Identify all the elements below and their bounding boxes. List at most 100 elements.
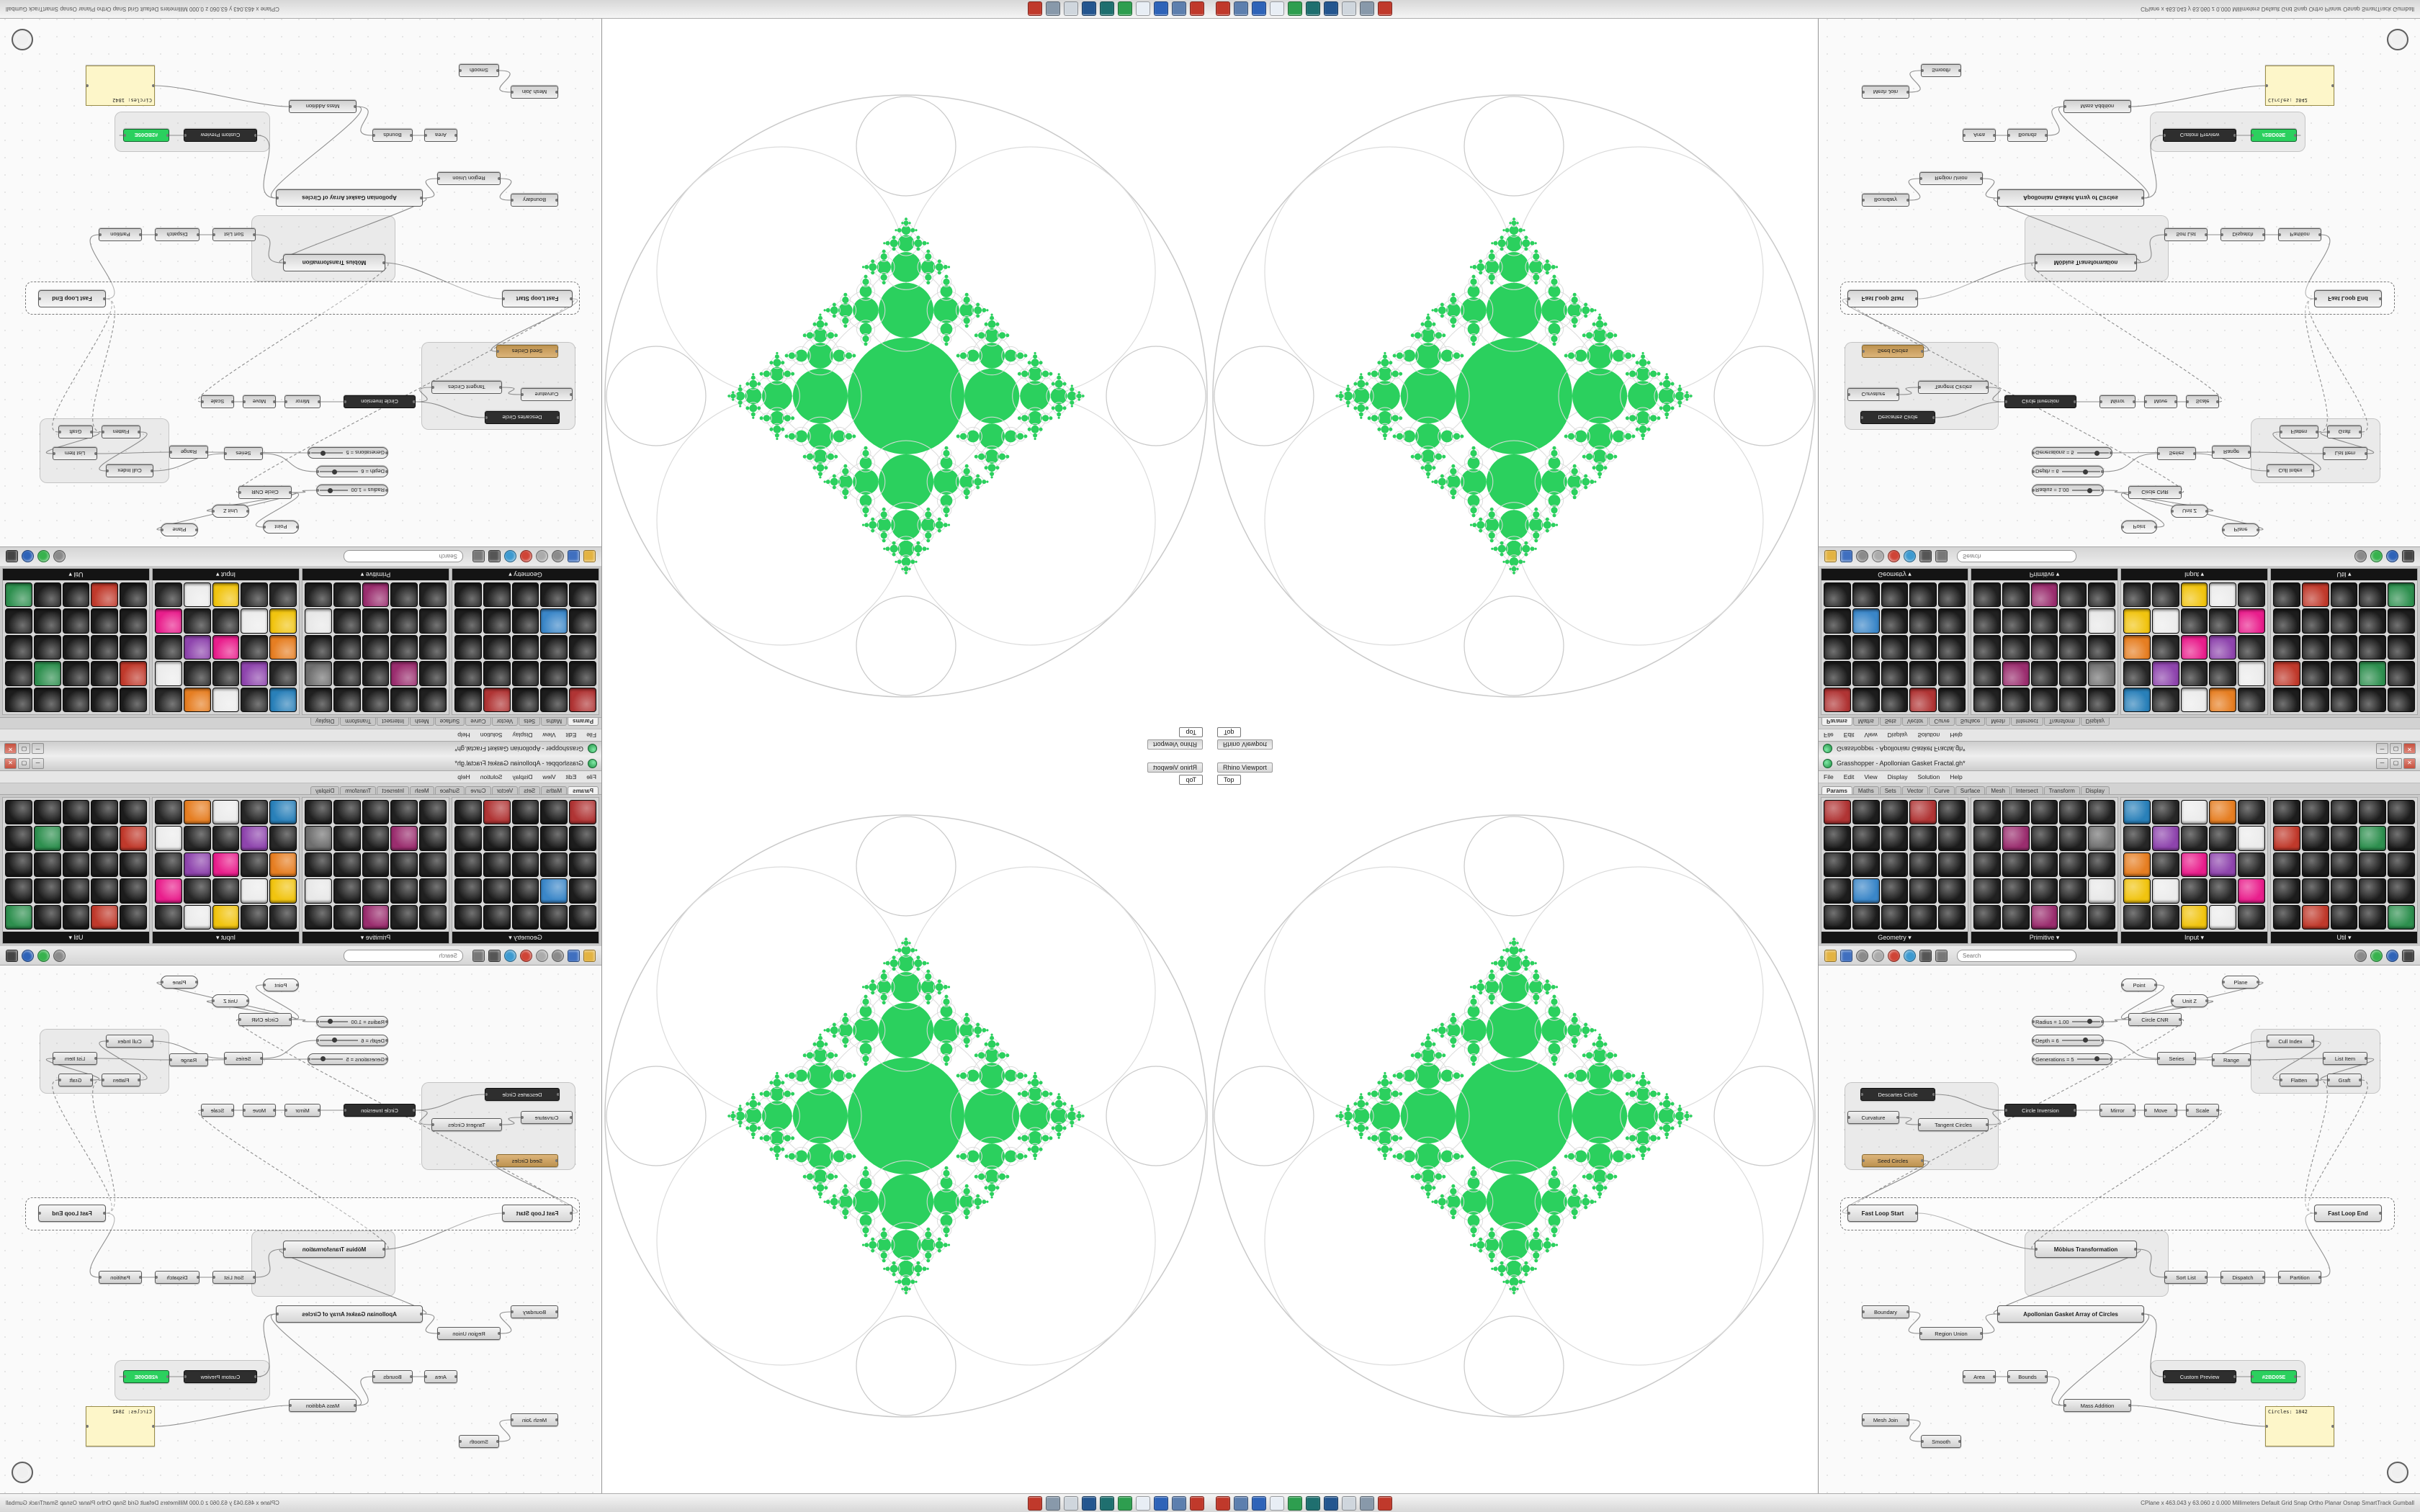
palette-component-icon[interactable] <box>2088 800 2115 825</box>
globe-icon[interactable] <box>504 550 516 563</box>
tab-maths[interactable]: Maths <box>1852 786 1879 794</box>
gh-node-apollonian-gasket-array-of-circles[interactable]: Apollonian Gasket Array of Circles <box>276 189 423 207</box>
palette-component-icon[interactable] <box>333 582 361 608</box>
gh-node-scale[interactable]: Scale <box>2186 395 2219 408</box>
palette-component-icon[interactable] <box>2301 852 2329 878</box>
palette-component-icon[interactable] <box>183 852 211 878</box>
palette-component-icon[interactable] <box>511 878 539 904</box>
palette-component-icon[interactable] <box>419 800 447 825</box>
gh-node-mesh-join[interactable]: Mesh Join <box>1862 1413 1909 1426</box>
palette-component-icon[interactable] <box>305 852 332 878</box>
palette-component-icon[interactable] <box>2209 582 2237 608</box>
palette-component-icon[interactable] <box>1973 852 2001 878</box>
palette-component-icon[interactable] <box>2002 661 2030 686</box>
palette-component-icon[interactable] <box>33 661 61 686</box>
palette-component-icon[interactable] <box>569 904 596 930</box>
zoom-window-icon[interactable] <box>1872 949 1884 962</box>
palette-component-icon[interactable] <box>2059 582 2087 608</box>
palette-component-icon[interactable] <box>2059 661 2087 686</box>
palette-component-icon[interactable] <box>1909 852 1937 878</box>
palette-component-icon[interactable] <box>540 582 568 608</box>
gh-node-m-bius-transformation[interactable]: Möbius Transformation <box>283 1241 385 1258</box>
menu-item-solution[interactable]: Solution <box>480 773 503 780</box>
menu-item-help[interactable]: Help <box>457 773 470 780</box>
palette-component-icon[interactable] <box>2002 608 2030 634</box>
gh-node-dispatch[interactable]: Dispatch <box>155 1271 200 1284</box>
menu-item-solution[interactable]: Solution <box>1917 732 1940 739</box>
palette-component-icon[interactable] <box>2238 661 2265 686</box>
gh-node-tangent-circles[interactable]: Tangent Circles <box>1918 381 1989 394</box>
palette-component-icon[interactable] <box>540 800 568 825</box>
palette-component-icon[interactable] <box>1824 608 1851 634</box>
slider-grip[interactable] <box>321 451 326 456</box>
palette-component-icon[interactable] <box>305 687 332 712</box>
close-red-icon[interactable] <box>1216 1495 1230 1511</box>
gh-node-apollonian-gasket-array-of-circles[interactable]: Apollonian Gasket Array of Circles <box>1997 189 2144 207</box>
palette-component-icon[interactable] <box>362 687 390 712</box>
gh-node-cull-index[interactable]: Cull Index <box>2267 464 2314 477</box>
palette-component-icon[interactable] <box>5 634 32 660</box>
gh-node-area[interactable]: Area <box>424 129 457 142</box>
palette-component-icon[interactable] <box>2273 608 2300 634</box>
palette-component-icon[interactable] <box>2059 634 2087 660</box>
palette-component-icon[interactable] <box>569 634 596 660</box>
palette-component-icon[interactable] <box>454 634 482 660</box>
preview-wire-icon[interactable] <box>2354 949 2367 962</box>
node-group-dashed[interactable] <box>25 282 580 315</box>
palette-component-icon[interactable] <box>1938 661 1966 686</box>
palette-component-icon[interactable] <box>454 878 482 904</box>
palette-component-icon[interactable] <box>511 634 539 660</box>
palette-component-icon[interactable] <box>2180 634 2208 660</box>
palette-component-icon[interactable] <box>362 582 390 608</box>
gh-node-radius-1-00[interactable]: Radius = 1.00 <box>316 1016 388 1027</box>
tab-vector[interactable]: Vector <box>491 786 519 794</box>
palette-component-icon[interactable] <box>2088 826 2115 851</box>
palette-component-icon[interactable] <box>2330 800 2358 825</box>
palette-component-icon[interactable] <box>2088 852 2115 878</box>
palette-component-icon[interactable] <box>483 634 511 660</box>
palette-component-icon[interactable] <box>1973 904 2001 930</box>
gh-node-series[interactable]: Series <box>2157 1052 2196 1065</box>
palette-component-icon[interactable] <box>155 608 182 634</box>
palette-component-icon[interactable] <box>390 582 418 608</box>
palette-component-icon[interactable] <box>241 687 269 712</box>
palette-component-icon[interactable] <box>305 608 332 634</box>
menu-item-file[interactable]: File <box>1824 773 1834 780</box>
palette-component-icon[interactable] <box>390 687 418 712</box>
palette-component-icon[interactable] <box>1909 800 1937 825</box>
gh-node-unit-z[interactable]: Unit Z <box>2171 994 2208 1007</box>
tab-surface[interactable]: Surface <box>434 718 465 726</box>
tab-params[interactable]: Params <box>568 718 599 726</box>
gh-node-smooth[interactable]: Smooth <box>1921 1435 1961 1448</box>
menu-item-file[interactable]: File <box>586 773 596 780</box>
app-blue-icon[interactable] <box>1252 1 1266 17</box>
tab-mesh[interactable]: Mesh <box>1986 718 2010 726</box>
gh-node-fast-loop-start[interactable]: Fast Loop Start <box>1847 290 1918 307</box>
gh-node-fast-loop-end[interactable]: Fast Loop End <box>2314 290 2382 307</box>
palette-component-icon[interactable] <box>540 634 568 660</box>
palette-component-icon[interactable] <box>2180 582 2208 608</box>
palette-component-icon[interactable] <box>1909 826 1937 851</box>
app-teal-icon[interactable] <box>1100 1495 1114 1511</box>
palette-component-icon[interactable] <box>2301 582 2329 608</box>
gh-node-range[interactable]: Range <box>2212 446 2251 459</box>
palette-component-icon[interactable] <box>2123 904 2151 930</box>
menu-item-help[interactable]: Help <box>457 732 470 739</box>
gh-node-partition[interactable]: Partition <box>2278 1271 2321 1284</box>
close-red-icon[interactable] <box>1216 1 1230 17</box>
tab-curve[interactable]: Curve <box>1929 718 1955 726</box>
preview-wire-icon[interactable] <box>2354 550 2367 563</box>
palette-component-icon[interactable] <box>2030 826 2058 851</box>
gh-node-radius-1-00[interactable]: Radius = 1.00 <box>2032 485 2104 496</box>
app-green-icon[interactable] <box>1118 1495 1132 1511</box>
palette-component-icon[interactable] <box>1881 582 1909 608</box>
gh-node-list-item[interactable]: List Item <box>53 447 97 460</box>
save-file-icon[interactable] <box>568 550 580 563</box>
palette-component-icon[interactable] <box>419 904 447 930</box>
palette-component-icon[interactable] <box>1973 687 2001 712</box>
palette-component-icon[interactable] <box>483 582 511 608</box>
markup-icon[interactable] <box>472 550 485 563</box>
palette-component-icon[interactable] <box>2330 904 2358 930</box>
palette-component-icon[interactable] <box>333 904 361 930</box>
palette-component-icon[interactable] <box>483 826 511 851</box>
